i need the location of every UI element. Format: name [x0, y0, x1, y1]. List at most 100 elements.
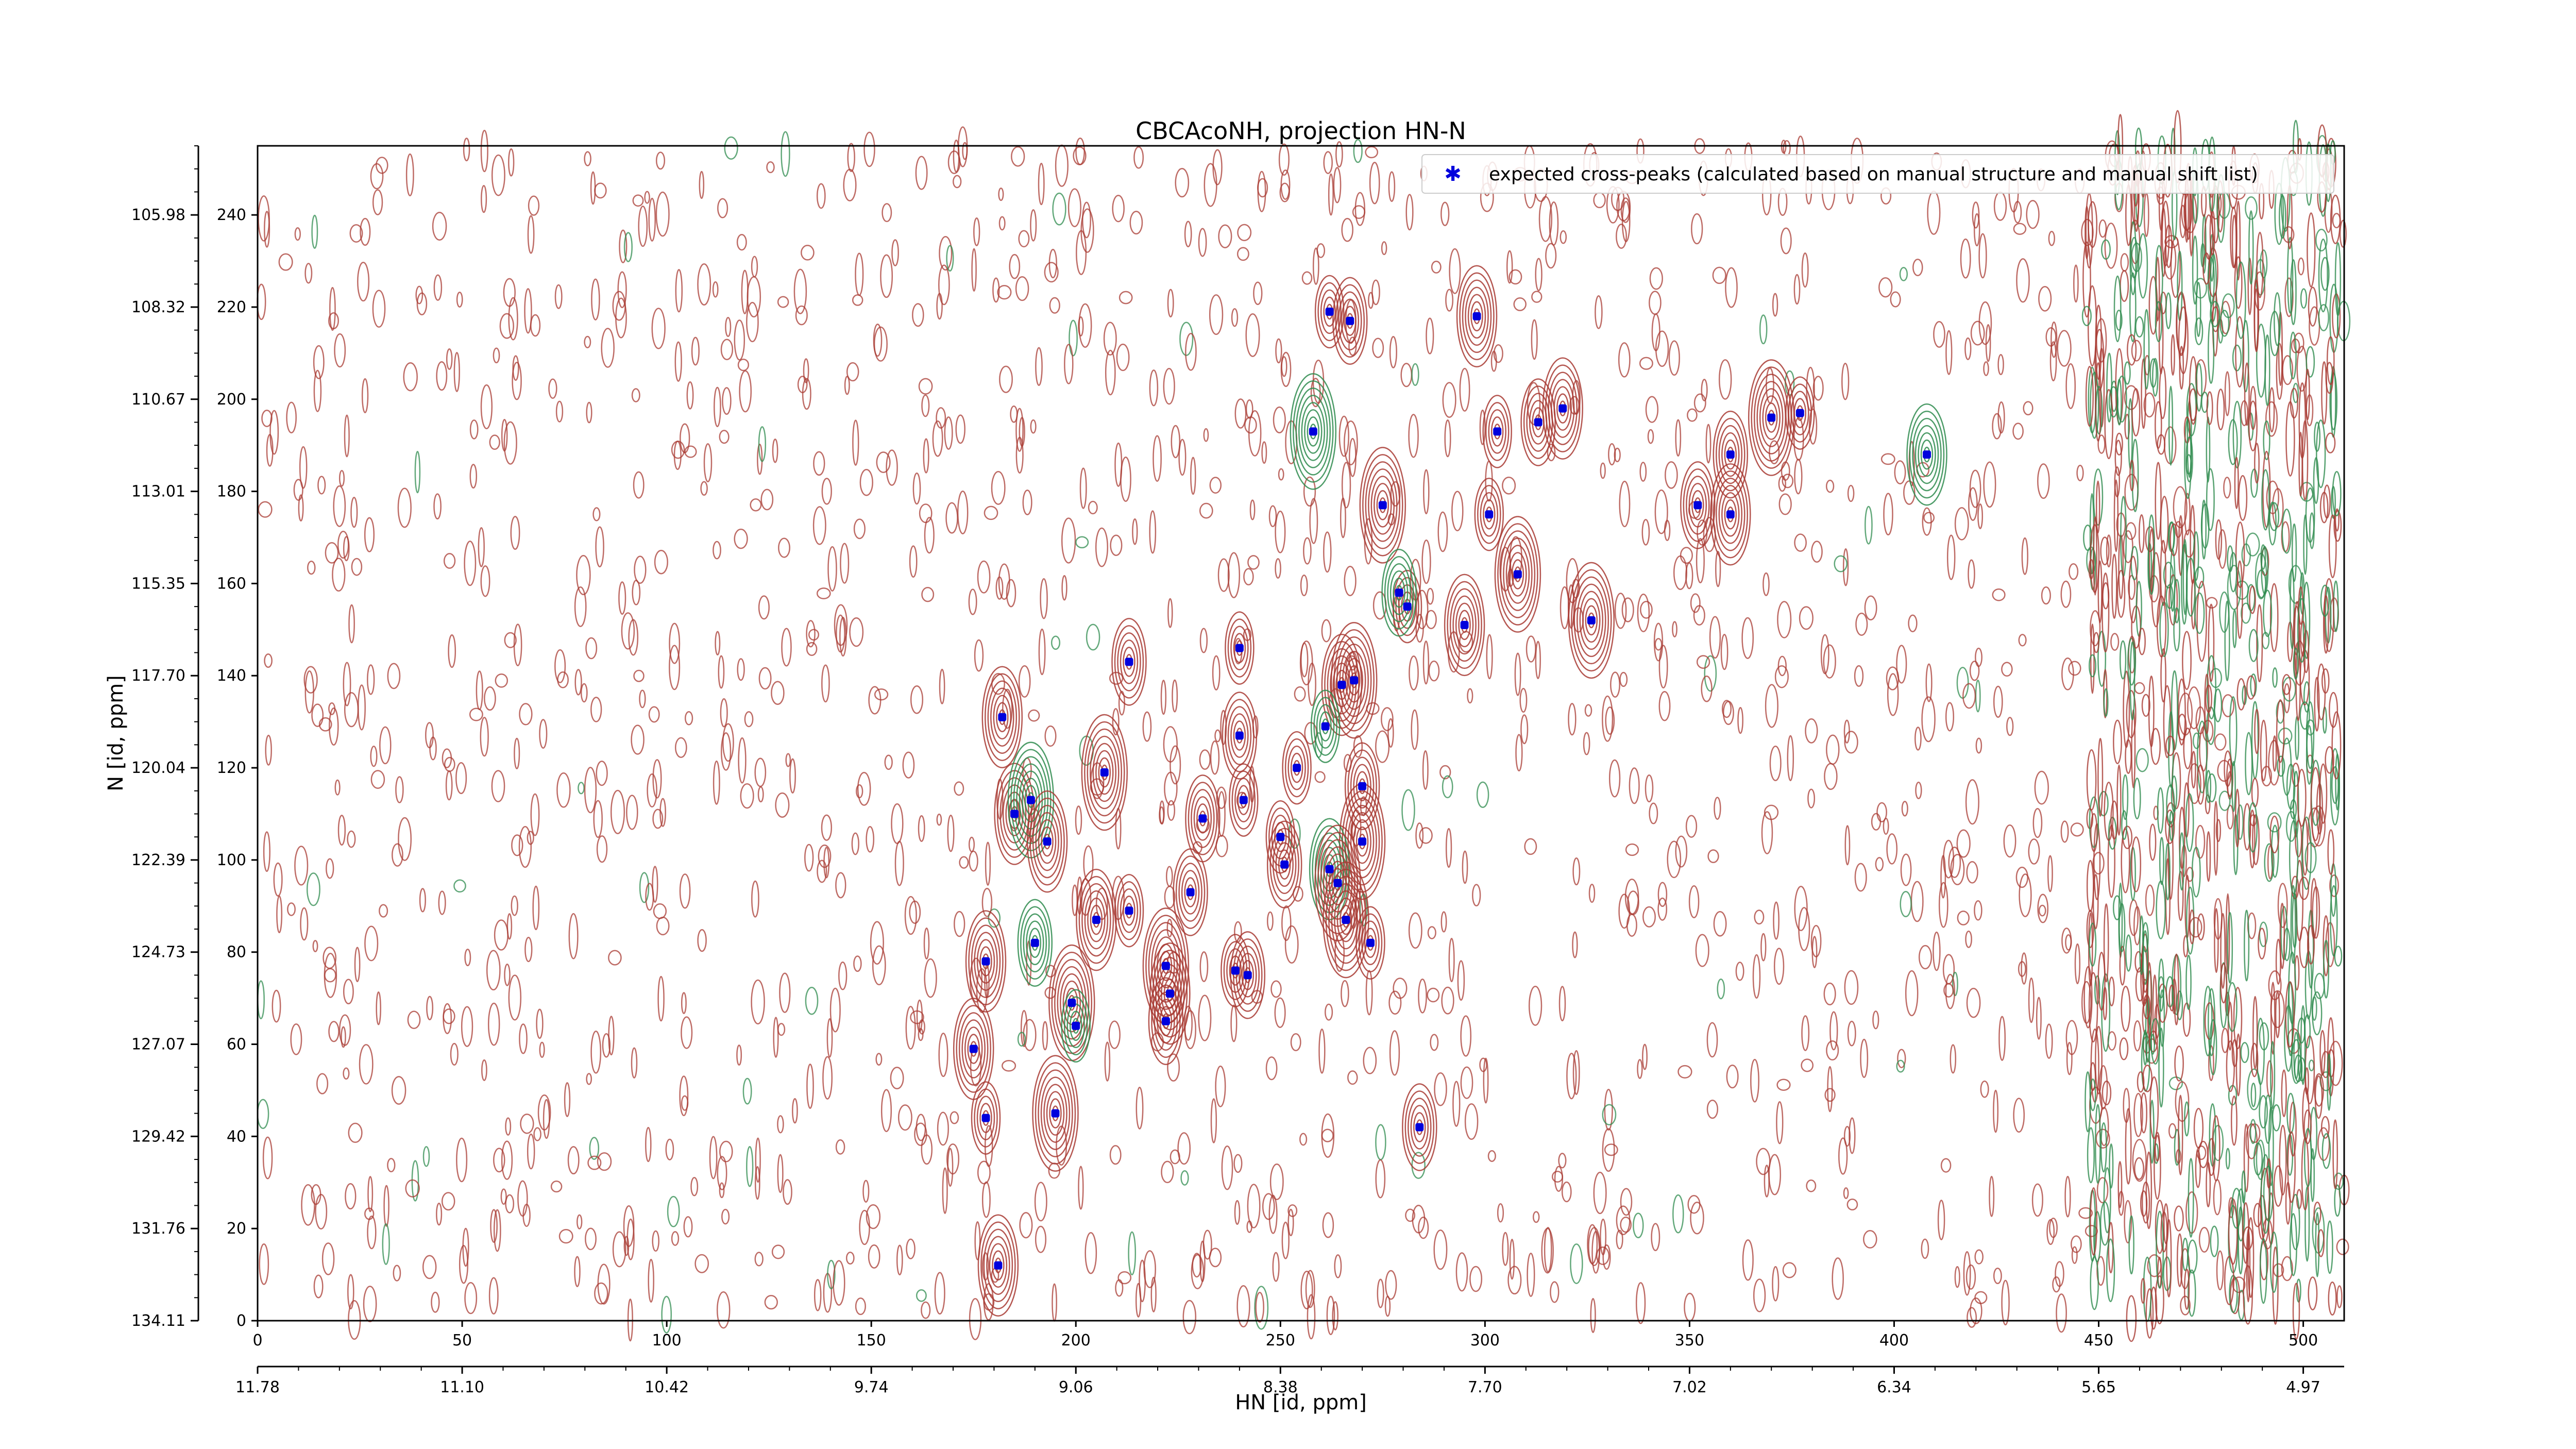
peak-contour — [1035, 812, 1059, 871]
noise-contour — [638, 206, 648, 247]
noise-contour — [490, 1209, 498, 1243]
noise-contour — [387, 663, 401, 689]
noise-contour — [2167, 821, 2174, 900]
noise-contour — [2113, 479, 2119, 552]
noise-contour — [1668, 340, 1680, 376]
noise-contour — [720, 339, 734, 360]
noise-contour — [644, 191, 650, 204]
peak-contour — [1114, 873, 1144, 948]
noise-contour — [265, 734, 272, 766]
noise-contour — [2256, 231, 2264, 298]
noise-contour — [2095, 305, 2102, 380]
noise-contour — [653, 903, 667, 919]
noise-contour — [936, 293, 943, 320]
noise-contour — [1968, 487, 1978, 521]
noise-contour — [257, 1099, 269, 1129]
peak-contour — [1181, 870, 1200, 915]
noise-contour — [862, 1180, 870, 1203]
noise-contour — [835, 872, 846, 899]
noise-contour — [1017, 1032, 1026, 1047]
noise-contour — [944, 416, 953, 450]
noise-contour — [2028, 977, 2035, 1023]
noise-contour — [2259, 921, 2268, 948]
noise-contour — [2224, 600, 2230, 682]
noise-contour — [1385, 1270, 1397, 1300]
noise-contour — [441, 1192, 455, 1211]
peak-contour — [1225, 699, 1255, 772]
noise-contour — [1451, 491, 1464, 531]
noise-contour — [2141, 694, 2150, 717]
noise-contour — [2119, 903, 2126, 952]
noise-contour — [2001, 662, 2013, 677]
noise-contour — [601, 328, 615, 368]
noise-contour — [332, 558, 346, 592]
noise-contour — [2071, 1246, 2078, 1264]
noise-contour — [480, 384, 493, 429]
noise-contour — [2270, 990, 2285, 1029]
noise-contour — [1199, 951, 1209, 982]
noise-contour — [1214, 729, 1221, 743]
noise-contour — [2178, 1094, 2183, 1176]
x-tick-label: 400 — [1879, 1332, 1909, 1350]
noise-contour — [2171, 334, 2175, 376]
noise-contour — [2185, 454, 2192, 475]
noise-contour — [2178, 515, 2183, 576]
noise-contour — [1204, 163, 1217, 207]
noise-contour — [656, 916, 670, 936]
noise-contour — [443, 1008, 455, 1024]
noise-contour — [1030, 209, 1037, 242]
noise-contour — [1269, 1164, 1284, 1200]
x-ppm-tick-label: 6.34 — [1877, 1378, 1911, 1396]
noise-contour — [1649, 291, 1662, 315]
noise-contour — [532, 885, 540, 931]
peak-contour — [1482, 395, 1512, 468]
noise-contour — [1680, 547, 1693, 564]
y-tick-label: 0 — [236, 1312, 246, 1330]
noise-contour — [2292, 1283, 2300, 1340]
noise-contour — [264, 211, 270, 248]
peak-contour — [1413, 1112, 1426, 1142]
noise-contour — [1243, 568, 1254, 586]
noise-contour — [2309, 306, 2320, 346]
noise-contour — [2090, 524, 2100, 593]
noise-contour — [286, 401, 297, 433]
peak-contour — [1178, 863, 1202, 922]
noise-contour — [1950, 1044, 1957, 1074]
noise-contour — [2110, 633, 2120, 651]
noise-contour — [313, 1274, 324, 1299]
peak-contour — [1241, 960, 1255, 990]
peak-contour — [1582, 598, 1601, 643]
noise-contour — [1965, 779, 1979, 825]
cross-peak-point — [1485, 510, 1494, 519]
noise-contour — [1854, 665, 1864, 687]
noise-contour — [655, 191, 670, 237]
noise-contour — [921, 394, 930, 417]
peak-contour — [1090, 735, 1120, 810]
noise-contour — [2304, 1186, 2310, 1262]
noise-contour — [938, 264, 950, 306]
noise-contour — [1649, 802, 1658, 824]
noise-contour — [2188, 763, 2201, 804]
noise-contour — [376, 991, 381, 1025]
noise-contour — [1048, 248, 1057, 279]
noise-contour — [1712, 266, 1726, 284]
noise-contour — [775, 792, 790, 818]
noise-contour — [1887, 673, 1899, 716]
peak-contour — [1545, 364, 1581, 452]
noise-contour — [2235, 316, 2245, 388]
cross-peak-point — [1198, 814, 1207, 823]
noise-contour — [1163, 726, 1178, 763]
noise-contour — [1449, 248, 1461, 294]
noise-contour — [370, 746, 378, 767]
noise-contour — [1975, 737, 1982, 754]
noise-contour — [2195, 363, 2202, 412]
noise-contour — [1894, 460, 1906, 484]
noise-contour — [1899, 267, 1908, 281]
noise-contour — [364, 517, 375, 552]
noise-contour — [2065, 1020, 2078, 1055]
noise-contour — [1161, 1160, 1174, 1184]
noise-contour — [942, 1167, 948, 1214]
noise-contour — [1664, 519, 1671, 542]
noise-contour — [2132, 1139, 2147, 1182]
noise-contour — [476, 670, 483, 711]
